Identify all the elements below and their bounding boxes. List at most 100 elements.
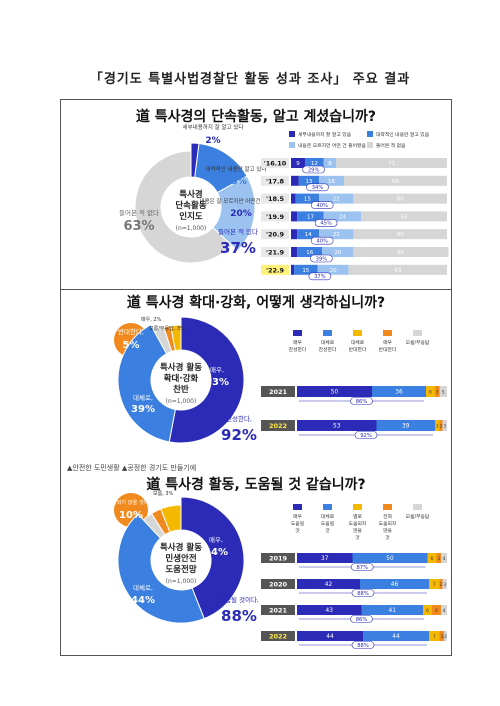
s3-legend-label-1-2: 것 — [325, 527, 330, 534]
s3-cat-label-0: 2019 — [269, 555, 288, 563]
s1-center-line-2: 인지도 — [179, 211, 203, 222]
s3-label-3: 도움되지 않을 것이다, — [107, 498, 155, 506]
s1-bar-label-1-2: 16 — [328, 179, 335, 185]
s3-bar-label-1-0: 42 — [325, 582, 333, 588]
section3-caption: ▲안전한 도민생활 ▲공정한 경기도 만들기에 — [67, 464, 197, 472]
section3-panel: 道 특사경 활동, 도움될 것 같습니까? 특사경 활동 민생안전 도움전망 (n=1… — [61, 474, 451, 655]
s2-legend-swatch-1 — [323, 330, 332, 336]
s2-legend-label-1-1: 찬성한다 — [319, 346, 337, 353]
s1-bar-1-2 — [319, 175, 345, 186]
s2-label-4: 매우, 2% — [141, 316, 162, 323]
s1-bar-4-3 — [353, 229, 447, 240]
s3-bar-label-2-0: 43 — [326, 608, 334, 614]
s2-cat-bg-1 — [261, 420, 295, 431]
s3-bar-0-1 — [352, 553, 428, 563]
s1-cat-label-6: '22.9 — [266, 266, 285, 274]
s2-center-line-0: 특사경 활동 — [160, 362, 202, 373]
s3-bar-1-2 — [429, 579, 440, 589]
s2-donut-slice-1 — [117, 324, 176, 443]
s1-bar-6-0 — [291, 264, 295, 275]
s3-total-pill-0 — [350, 563, 374, 571]
s2-cat-label-1: 2022 — [269, 422, 287, 430]
s3-bar-label-3-1: 44 — [392, 634, 400, 640]
s3-bar-label-3-4: 2 — [444, 634, 447, 639]
s2-total-label-0: 86% — [356, 399, 368, 405]
s1-bar-1-3 — [344, 175, 447, 186]
s1-bar-3-0 — [291, 211, 298, 222]
s3-bar-3-1 — [363, 631, 429, 641]
s3-value-0: 44% — [204, 547, 228, 558]
s3-legend-label-3-3: 것 — [385, 534, 390, 541]
s1-total-pill-1 — [306, 183, 329, 192]
section2-panel: 道 특사경 확대·강화, 어떻게 생각하십니까? 특사경 활동 확대·강화 찬반 (n… — [61, 289, 451, 474]
s3-total-pill-1 — [351, 589, 375, 597]
section2-heading: 道 특사경 확대·강화, 어떻게 생각하십니까? — [126, 295, 386, 311]
s2-legend-label-2-1: 반대한다 — [349, 346, 367, 353]
s2-value-2: 92% — [221, 426, 257, 444]
s1-legend-label-0: 세부내용까지 잘 알고 있음 — [298, 131, 352, 138]
s3-legend-label-3-2: 않을 — [383, 527, 392, 534]
s1-label-4: 들어본 적 없다 — [119, 208, 159, 217]
s2-bar-0-1 — [372, 386, 426, 397]
s1-value-3: 37% — [220, 239, 256, 257]
s3-legend-label-2-1: 도움되지 — [349, 520, 367, 527]
s3-legend-label-3-0: 전혀 — [383, 513, 392, 520]
s1-bar-5-0 — [291, 247, 298, 257]
s2-bar-label-1-4: 3 — [443, 424, 446, 429]
s2-bar-0-0 — [297, 386, 372, 397]
page-title: 「경기도 특별사법경찰단 활동 성과 조사」 주요 결과 — [89, 72, 411, 87]
s1-value-4: 63% — [123, 219, 154, 234]
s3-bar-label-1-1: 46 — [391, 582, 399, 588]
section3-heading: 道 특사경 활동, 도움될 것 같습니까? — [146, 477, 366, 493]
s3-bar-2-1 — [361, 605, 423, 615]
s3-bar-1-3 — [439, 579, 443, 589]
s1-bar-label-0-0: 9 — [296, 161, 300, 167]
s1-bar-label-1-1: 13 — [305, 179, 312, 185]
s3-bar-label-1-3: 2 — [440, 582, 443, 587]
s1-bar-4-0 — [291, 229, 298, 240]
s1-bar-2-1 — [295, 193, 320, 204]
s3-legend-label-0-2: 것 — [295, 527, 300, 534]
s1-bar-2-0 — [291, 193, 296, 204]
s1-legend-swatch-0 — [289, 131, 295, 137]
s2-legend-swatch-3 — [383, 330, 392, 336]
s3-legend-label-0-0: 매우 — [293, 513, 302, 520]
s1-legend-label-3: 들어본 적 없음 — [376, 142, 406, 149]
s1-bar-6-1 — [294, 264, 318, 275]
s1-total-pill-0 — [302, 165, 325, 174]
s3-label-4: 매우, — [147, 482, 158, 489]
s1-cat-label-2: '18.5 — [266, 195, 285, 203]
s1-bar-0-3 — [336, 158, 447, 168]
s3-bar-0-3 — [436, 553, 441, 563]
s1-total-label-1: 34% — [312, 185, 324, 191]
s3-bar-2-4 — [441, 605, 447, 615]
s1-value-2: 20% — [230, 209, 252, 219]
s1-total-pill-5 — [310, 254, 333, 263]
s1-bar-label-5-1: 16 — [306, 250, 313, 256]
s1-bar-label-5-2: 20 — [334, 250, 341, 256]
s3-legend-label-4-0: 모름/무응답 — [406, 513, 430, 520]
s2-bar-label-1-3: 2 — [440, 424, 443, 429]
s1-cat-label-0: '16.10 — [264, 160, 287, 168]
s1-bar-label-5-3: 61 — [397, 250, 404, 256]
s2-bar-label-1-2: 3 — [436, 424, 439, 429]
s2-label-5: 모름/무응답, 3% — [149, 325, 185, 332]
s1-total-pill-4 — [310, 236, 334, 245]
s1-bar-label-0-2: 8 — [328, 161, 332, 167]
s3-bar-1-0 — [297, 579, 360, 589]
s3-bar-label-0-1: 50 — [386, 556, 394, 562]
s3-total-pill-2 — [350, 615, 373, 623]
s1-center-line-1: 단속활동 — [175, 200, 206, 211]
s3-cat-bg-3 — [261, 631, 295, 641]
s2-value-0: 53% — [205, 377, 229, 388]
s1-cat-bg-5 — [261, 247, 289, 257]
s3-center-n: (n=1,000) — [166, 578, 197, 585]
s1-total-label-5: 39% — [316, 256, 328, 262]
s3-total-label-0: 87% — [356, 565, 368, 571]
s1-bar-label-3-1: 17 — [307, 214, 314, 220]
s1-cat-bg-6 — [261, 264, 289, 275]
s1-cat-bg-2 — [261, 193, 289, 204]
s2-label-0: 매우, — [210, 366, 224, 374]
s2-legend-label-3-0: 매우 — [383, 339, 392, 346]
